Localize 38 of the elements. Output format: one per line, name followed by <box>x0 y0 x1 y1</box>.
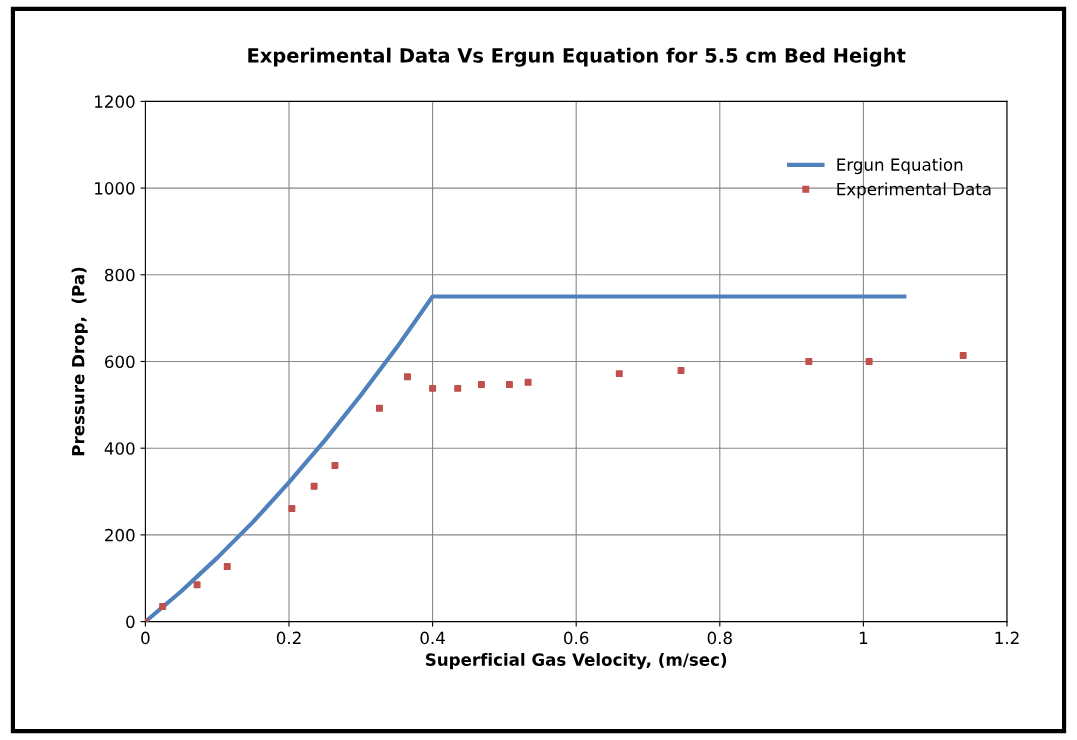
point <box>193 581 201 589</box>
x-tick-label: 0.2 <box>276 631 301 645</box>
line-series <box>145 294 907 622</box>
legend-label: Experimental Data <box>837 182 991 199</box>
x-axis-title: Superficial Gas Velocity, (m/sec) <box>425 653 727 670</box>
point <box>959 351 967 359</box>
legend-label: Ergun Equation <box>837 158 963 175</box>
x-tick-label: 0.6 <box>564 631 589 645</box>
point <box>865 358 873 365</box>
point <box>403 373 411 381</box>
point <box>805 358 813 365</box>
y-tick-label: 1000 <box>95 182 135 195</box>
x-tick-label: 1.2 <box>995 631 1019 644</box>
y-tick-label: 1200 <box>95 95 135 108</box>
point <box>615 370 623 378</box>
point <box>331 462 339 470</box>
y-tick-label: 400 <box>104 442 135 455</box>
point <box>429 384 437 392</box>
point <box>677 367 685 375</box>
point <box>505 380 513 388</box>
point <box>223 563 231 571</box>
point <box>288 504 296 512</box>
y-tick-label: 200 <box>105 528 135 542</box>
x-tick-label: 1 <box>859 631 868 644</box>
point <box>159 602 167 610</box>
x-tick-label: 0 <box>141 631 150 645</box>
point <box>310 482 318 490</box>
point <box>375 404 383 412</box>
point <box>477 380 485 388</box>
x-tick-label: 0.4 <box>420 631 445 645</box>
y-axis-title: Pressure Drop, (Pa) <box>71 267 88 456</box>
y-tick-label: 600 <box>105 355 135 369</box>
y-tick-label: 0 <box>126 615 135 629</box>
point <box>524 378 532 386</box>
y-tick-label: 800 <box>104 268 135 282</box>
point <box>454 384 462 392</box>
x-tick-label: 0.8 <box>707 631 732 645</box>
chart-title: Experimental Data Vs Ergun Equation for 5.5 cm Bed Height <box>248 47 906 67</box>
